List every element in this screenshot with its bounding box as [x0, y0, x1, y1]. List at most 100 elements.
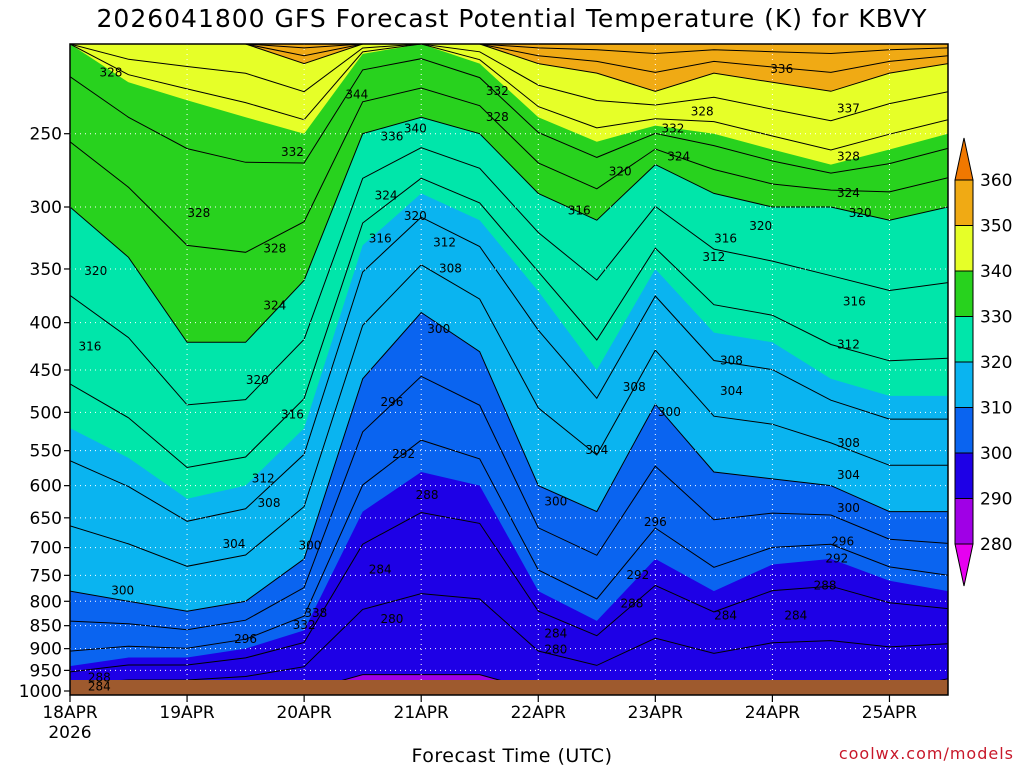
contour-label: 337: [837, 101, 860, 115]
colorbar-segment: [954, 407, 974, 454]
contour-label: 316: [568, 203, 591, 217]
contour-label: 300: [299, 538, 322, 552]
contour-label: 300: [837, 501, 860, 515]
isentrope-340: [70, 44, 948, 92]
y-tick-label: 950: [30, 661, 62, 681]
contour-label: 312: [252, 471, 275, 485]
colorbar-label: 320: [980, 353, 1012, 373]
contour-label: 304: [222, 537, 245, 551]
y-tick-label: 300: [30, 198, 62, 218]
colorbar-segment: [954, 179, 974, 226]
y-tick-label: 650: [30, 509, 62, 529]
contour-label: 308: [720, 353, 743, 367]
contour-label: 304: [720, 384, 743, 398]
contour-label: 328: [486, 110, 509, 124]
isentrope-308: [70, 216, 948, 522]
x-axis-label: Forecast Time (UTC): [411, 745, 613, 767]
x-tick-label: 25APR: [862, 703, 918, 723]
colorbar-label: 350: [980, 217, 1012, 237]
contour-label: 284: [784, 609, 807, 623]
contour-label: 288: [416, 488, 439, 502]
isentrope-344: [70, 44, 948, 73]
contour-label: 336: [380, 129, 403, 143]
contour-label: 316: [281, 407, 304, 421]
contour-label: 308: [837, 436, 860, 450]
contour-label: 324: [837, 186, 860, 200]
contour-label: 308: [258, 496, 281, 510]
colorbar-label: 330: [980, 308, 1012, 328]
contour-label: 300: [111, 584, 134, 598]
y-tick-label: 850: [30, 617, 62, 637]
contour-label: 296: [831, 534, 854, 548]
contour-label: 308: [439, 261, 462, 275]
isentrope-332: [70, 44, 948, 151]
y-tick-label: 400: [30, 314, 62, 334]
contour-label: 336: [770, 62, 793, 76]
contour-label: 328: [187, 206, 210, 220]
contour-label: 312: [702, 250, 725, 264]
colorbar-segment: [954, 225, 974, 272]
contour-label: 316: [843, 295, 866, 309]
x-tick-label: 24APR: [745, 703, 801, 723]
contour-label: 300: [658, 405, 681, 419]
isentrope-300: [70, 311, 948, 612]
contour-label: 320: [404, 209, 427, 223]
isentrope-284: [70, 593, 948, 684]
contour-label: 344: [345, 87, 368, 101]
x-tick-year: 2026: [48, 723, 91, 743]
theta-bands: [70, 44, 948, 695]
contour-label: 332: [281, 145, 304, 159]
contour-label: 320: [609, 165, 632, 179]
contour-label: 320: [849, 206, 872, 220]
contour-label: 296: [644, 515, 667, 529]
colorbar-label: 310: [980, 399, 1012, 419]
contour-label: 328: [263, 241, 286, 255]
isentrope-336: [70, 44, 948, 122]
colorbar: 360 350 340 330 320 310 300 290 280: [954, 137, 1012, 587]
ground-surface: [70, 680, 948, 695]
x-tick-label: 19APR: [159, 703, 215, 723]
contour-label: 332: [486, 84, 509, 98]
isentrope-288: [70, 511, 948, 673]
isentrope-328: [70, 58, 948, 174]
contour-label: 320: [84, 264, 107, 278]
contour-label: 340: [404, 121, 427, 135]
contour-label: 328: [691, 105, 714, 119]
colorbar-cap-bottom: [954, 543, 974, 587]
y-tick-label: 700: [30, 539, 62, 559]
isentrope-324: [70, 87, 948, 253]
y-tick-label: 250: [30, 125, 62, 145]
contour-label: 280: [380, 612, 403, 626]
y-axis: 250 300 350 400 450 500 550 600 650 700 750 800 850 9…: [19, 125, 70, 702]
contour-label: 284: [369, 562, 392, 576]
x-tick-label: 22APR: [511, 703, 567, 723]
contour-label: 332: [293, 618, 316, 632]
contour-label: 320: [749, 219, 772, 233]
colorbar-segment: [954, 316, 974, 363]
contour-label: 320: [246, 373, 269, 387]
contour-label: 316: [369, 232, 392, 246]
isentrope-348: [70, 44, 948, 55]
x-tick-label: 18APR: [42, 703, 98, 723]
x-tick-label: 23APR: [628, 703, 684, 723]
x-tick-label: 21APR: [394, 703, 450, 723]
contour-label: 284: [544, 627, 567, 641]
credit-link[interactable]: coolwx.com/models: [838, 744, 1014, 763]
contour-label: 316: [78, 340, 101, 354]
contour-label: 304: [585, 443, 608, 457]
colorbar-segment: [954, 270, 974, 317]
contour-label: 300: [427, 322, 450, 336]
contour-label: 308: [623, 380, 646, 394]
x-axis: 18APR 19APR 20APR 21APR 22APR 23APR 24APR 25APR: [42, 695, 917, 723]
contour-label: 284: [88, 679, 111, 693]
contour-label: 292: [392, 447, 415, 461]
isentrope-312: [70, 177, 948, 469]
y-tick-label: 1000: [19, 682, 62, 702]
contour-label: 328: [837, 150, 860, 164]
isentrope-296: [70, 375, 948, 631]
contour-label: 338: [304, 606, 327, 620]
y-tick-label: 750: [30, 566, 62, 586]
x-tick-label: 20APR: [276, 703, 332, 723]
contour-label: 304: [837, 468, 860, 482]
